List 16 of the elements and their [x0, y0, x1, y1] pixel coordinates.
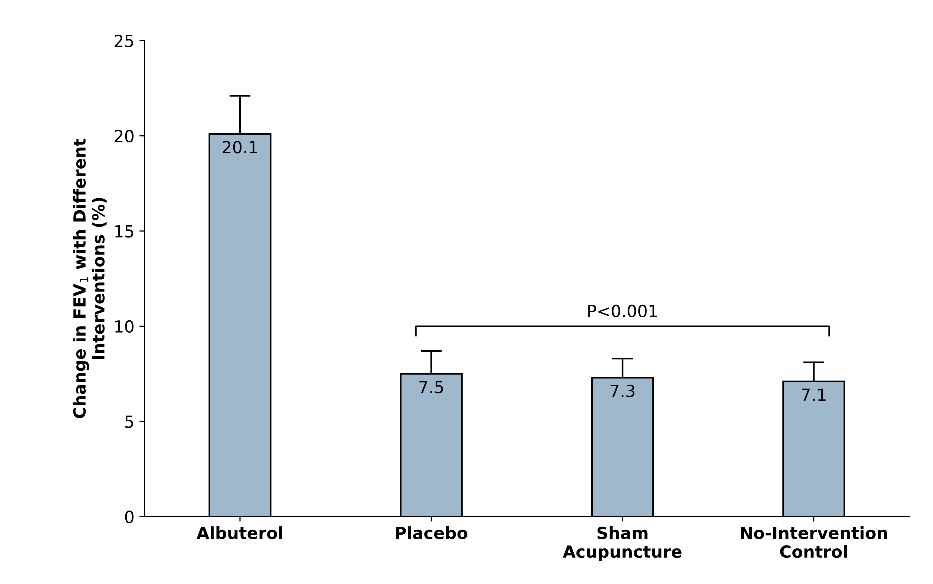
annotation: P<0.001 [588, 304, 658, 318]
y-tick-label: 5 [126, 416, 134, 428]
y-tick-label: 0 [125, 510, 134, 524]
y-axis-title: Change in FEV$_{1}$ with Different Interventions (%) [73, 138, 107, 418]
y-tick-label: 10 [116, 320, 134, 334]
x-tick-label: Albuterol [196, 526, 282, 540]
x-tick-label: Sham Acupuncture [563, 526, 682, 562]
y-tick-label: 20 [114, 130, 134, 143]
x-tick-label: No-Intervention Control [741, 526, 888, 558]
data-label: 20.1 [222, 141, 258, 154]
y-tick-label: 15 [116, 225, 134, 238]
data-label: 7.3 [610, 384, 635, 398]
data-label: 7.1 [802, 388, 826, 401]
y-tick-label: 25 [114, 34, 134, 48]
x-tick-label: Placebo [396, 526, 468, 540]
data-label: 7.5 [420, 381, 444, 394]
